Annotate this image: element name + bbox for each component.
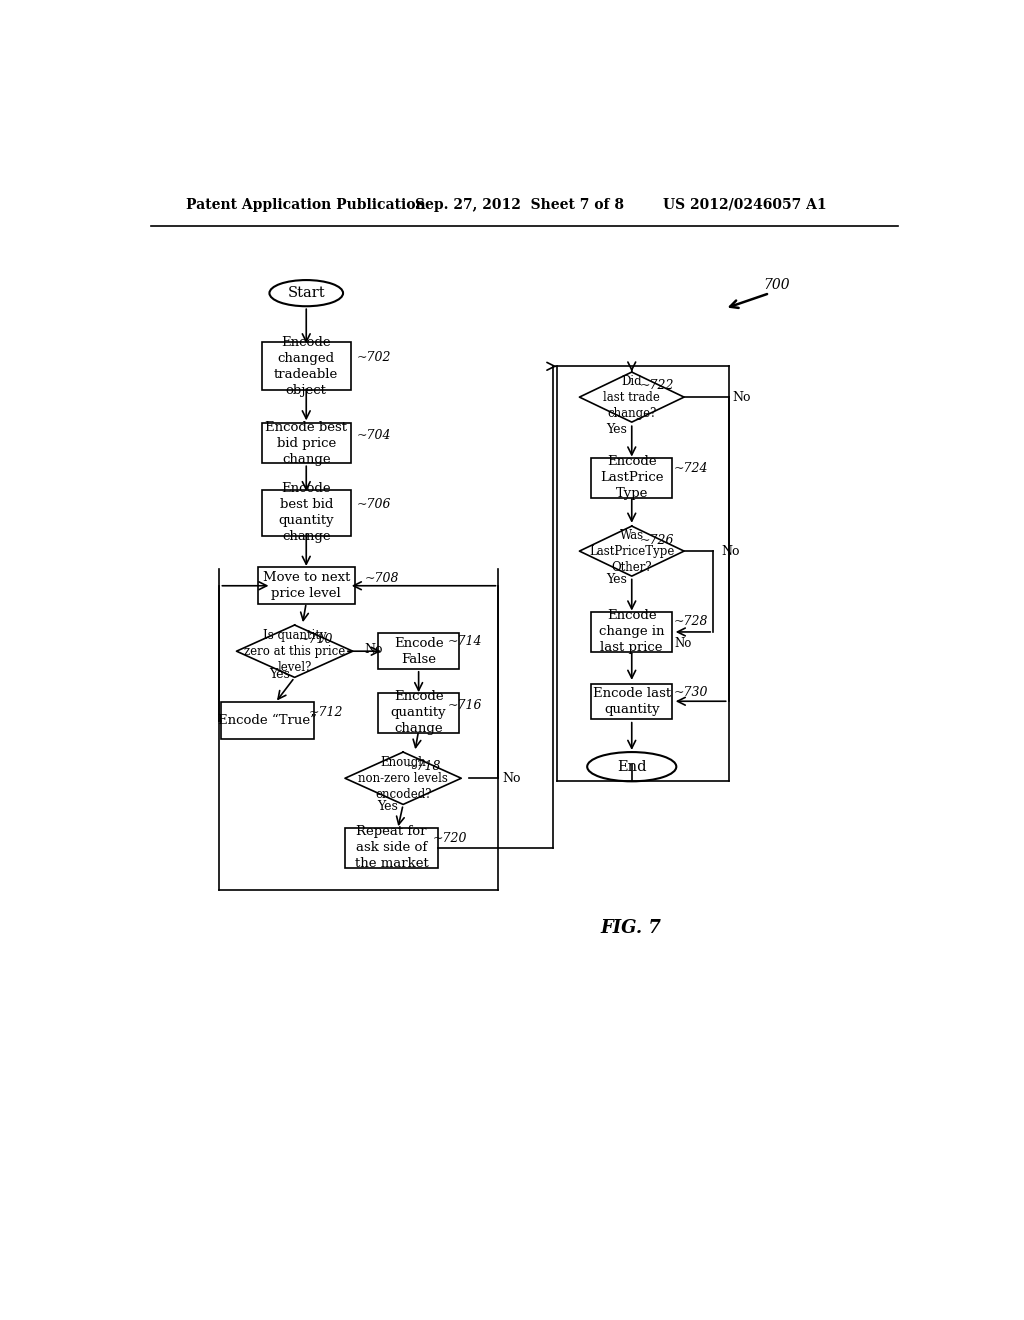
Text: ~730: ~730 xyxy=(674,686,709,700)
Text: 700: 700 xyxy=(764,279,791,293)
Text: Patent Application Publication: Patent Application Publication xyxy=(186,198,426,211)
Text: No: No xyxy=(503,772,521,785)
Text: No: No xyxy=(365,643,383,656)
Bar xyxy=(258,568,354,605)
Text: Enough
non-zero levels
encoded?: Enough non-zero levels encoded? xyxy=(358,756,449,801)
Ellipse shape xyxy=(269,280,343,306)
Text: No: No xyxy=(721,545,739,557)
Text: ~708: ~708 xyxy=(365,572,399,585)
Text: Encode
LastPrice
Type: Encode LastPrice Type xyxy=(600,455,664,500)
Bar xyxy=(221,702,314,739)
Text: End: End xyxy=(617,760,646,774)
Bar xyxy=(262,342,351,391)
Bar xyxy=(262,424,351,463)
Text: Did
last trade
change?: Did last trade change? xyxy=(603,375,660,420)
Text: No: No xyxy=(732,391,751,404)
Text: No: No xyxy=(674,638,691,649)
Text: Repeat for
ask side of
the market: Repeat for ask side of the market xyxy=(354,825,428,870)
Text: ~728: ~728 xyxy=(674,615,709,628)
Text: ~714: ~714 xyxy=(447,635,482,648)
Ellipse shape xyxy=(587,752,676,781)
Text: ~702: ~702 xyxy=(357,351,391,363)
Text: ~724: ~724 xyxy=(674,462,709,475)
Bar xyxy=(591,612,673,652)
Text: Move to next
price level: Move to next price level xyxy=(262,572,350,601)
Text: Encode best
bid price
change: Encode best bid price change xyxy=(265,421,347,466)
Bar xyxy=(378,693,460,733)
Text: ~710: ~710 xyxy=(299,634,333,647)
Text: ~720: ~720 xyxy=(432,832,467,845)
Text: Yes: Yes xyxy=(606,422,627,436)
Text: ~722: ~722 xyxy=(640,379,674,392)
Bar xyxy=(591,458,673,498)
Text: Yes: Yes xyxy=(377,800,398,813)
Text: ~706: ~706 xyxy=(357,499,391,511)
Text: Encode “True”: Encode “True” xyxy=(218,714,317,727)
Bar xyxy=(378,634,460,669)
Bar xyxy=(262,490,351,536)
Text: Encode last
quantity: Encode last quantity xyxy=(593,686,671,715)
Bar xyxy=(345,828,438,867)
Text: Yes: Yes xyxy=(268,668,290,681)
Text: Encode
changed
tradeable
object: Encode changed tradeable object xyxy=(274,335,338,397)
Text: Encode
False: Encode False xyxy=(394,636,443,665)
Text: Encode
change in
last price: Encode change in last price xyxy=(599,610,665,655)
Text: FIG. 7: FIG. 7 xyxy=(601,920,662,937)
Text: Is quantity
zero at this price
level?: Is quantity zero at this price level? xyxy=(244,628,345,673)
Text: Start: Start xyxy=(288,286,325,300)
Text: ~712: ~712 xyxy=(308,706,343,719)
Text: ~726: ~726 xyxy=(640,533,674,546)
Text: ~704: ~704 xyxy=(357,429,391,442)
Text: Encode
quantity
change: Encode quantity change xyxy=(391,690,446,735)
Text: Yes: Yes xyxy=(606,573,627,586)
Text: ~718: ~718 xyxy=(407,760,441,774)
Bar xyxy=(591,684,673,719)
Text: Sep. 27, 2012  Sheet 7 of 8: Sep. 27, 2012 Sheet 7 of 8 xyxy=(415,198,624,211)
Text: Was
LastPriceType
Other?: Was LastPriceType Other? xyxy=(589,528,675,574)
Text: Encode
best bid
quantity
change: Encode best bid quantity change xyxy=(279,482,334,543)
Text: ~716: ~716 xyxy=(447,698,482,711)
Text: US 2012/0246057 A1: US 2012/0246057 A1 xyxy=(663,198,826,211)
